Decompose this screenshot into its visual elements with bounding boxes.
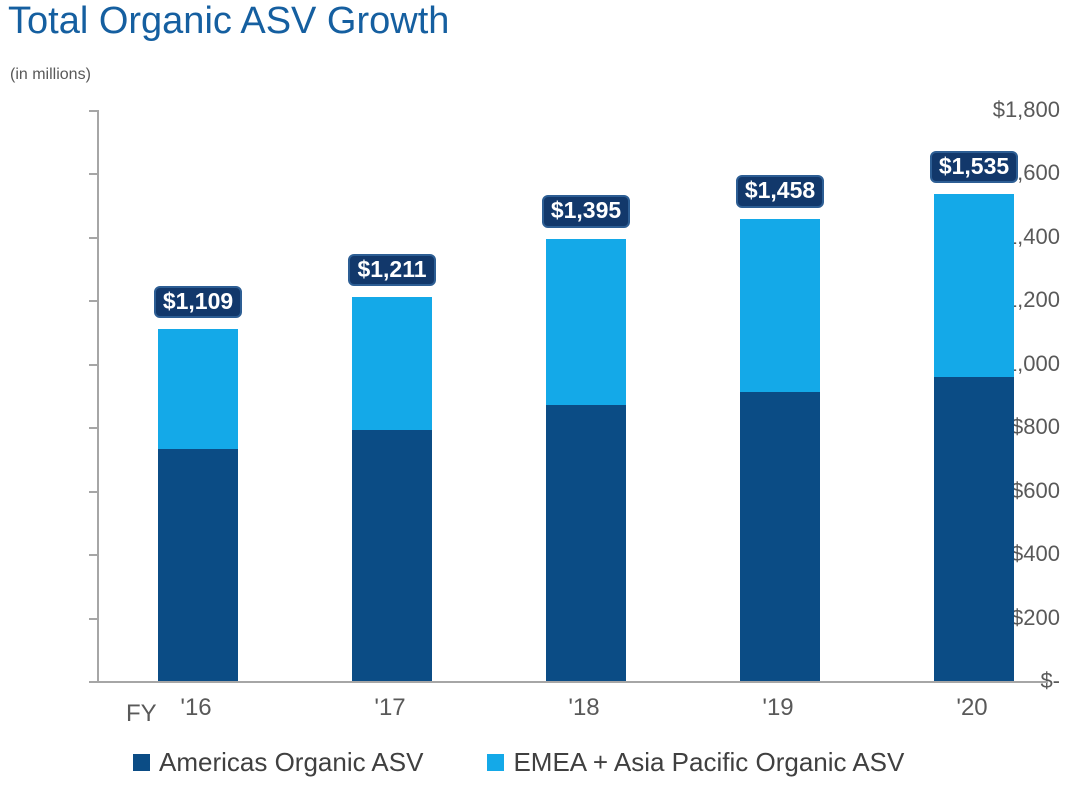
plot-area: $1,109 $1,211 $1,395 $1,458 $1,535	[97, 110, 1048, 683]
legend-label: Americas Organic ASV	[159, 747, 424, 777]
total-value-badge: $1,395	[541, 195, 631, 228]
y-tick-mark	[89, 173, 97, 176]
legend-swatch-emea-asia-pacific	[487, 754, 505, 771]
bar-group: $1,109	[153, 285, 243, 681]
y-tick-label: $400	[1011, 541, 1060, 567]
y-tick-label: $200	[1011, 604, 1060, 630]
x-tick-label: '17	[374, 694, 406, 721]
x-tick-label: '19	[762, 694, 794, 721]
y-tick-mark	[89, 236, 97, 239]
y-tick-label: $1,800	[992, 97, 1060, 122]
legend: Americas Organic ASV EMEA + Asia Pacific …	[133, 747, 904, 778]
legend-swatch-americas	[133, 754, 150, 771]
x-tick-label: '18	[568, 694, 600, 721]
total-value-badge: $1,211	[348, 253, 436, 286]
x-axis: FY '16 '17 '18 '19 '20	[97, 692, 1046, 728]
bar-group: $1,395	[541, 195, 631, 681]
bar-segment-emea-asia-pacific	[352, 296, 432, 431]
y-tick-mark	[89, 427, 97, 430]
bar-chart: $1,800 $1,600 $1,400 $1,200 $1,000 $800 $600 $4…	[89, 97, 1060, 728]
legend-item: Americas Organic ASV	[133, 747, 423, 778]
y-tick-mark	[89, 363, 97, 366]
bar-group: $1,458	[735, 175, 825, 681]
bar-segment-emea-asia-pacific	[740, 218, 820, 393]
x-tick-label: '20	[956, 694, 988, 721]
total-value-badge: $1,458	[735, 175, 825, 208]
y-tick-mark	[89, 681, 97, 683]
y-tick-label: $600	[1011, 477, 1060, 503]
page-title: Total Organic ASV Growth	[8, 0, 450, 42]
legend-label: EMEA + Asia Pacific Organic ASV	[513, 747, 905, 777]
y-tick-mark	[89, 554, 97, 557]
y-tick-mark	[89, 617, 97, 620]
bar-segment-americas	[546, 405, 626, 681]
bar-segment-americas	[934, 377, 1014, 681]
total-value-badge: $1,109	[153, 285, 243, 319]
bar-segment-americas	[158, 449, 238, 681]
units-label: (in millions)	[10, 66, 91, 83]
legend-item: EMEA + Asia Pacific Organic ASV	[487, 747, 904, 778]
bar-segment-americas	[352, 430, 432, 681]
y-tick-label: $800	[1011, 414, 1060, 440]
total-value-badge: $1,535	[929, 150, 1019, 184]
bar-group: $1,535	[929, 150, 1019, 681]
bar-segment-americas	[740, 392, 820, 681]
bar-segment-emea-asia-pacific	[934, 194, 1014, 378]
bar-segment-emea-asia-pacific	[158, 329, 238, 450]
bar-segment-emea-asia-pacific	[546, 238, 626, 406]
y-tick-mark	[89, 110, 97, 112]
y-tick-mark	[89, 300, 97, 303]
x-axis-prefix: FY	[126, 700, 157, 727]
y-tick-mark	[89, 490, 97, 493]
x-tick-label: '16	[180, 694, 212, 721]
y-tick-label: $-	[1040, 668, 1060, 693]
bar-group: $1,211	[348, 253, 436, 681]
